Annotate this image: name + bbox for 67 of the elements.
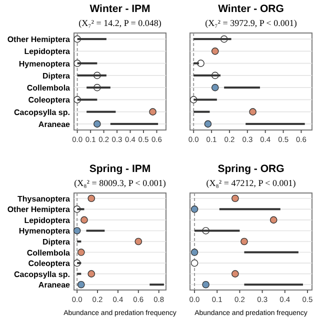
point [134, 238, 142, 246]
y-tick-label: Thysanoptera [18, 194, 71, 204]
point [240, 238, 248, 246]
point [78, 248, 85, 256]
bar [194, 230, 240, 232]
bar [77, 98, 98, 101]
point [190, 248, 198, 256]
point [78, 280, 85, 288]
bar [219, 208, 280, 210]
y-tick-label: Hymenoptera [18, 59, 71, 68]
bar [77, 62, 98, 64]
bar [224, 86, 260, 89]
y-tick-label: Lepidoptera [24, 216, 71, 225]
point [249, 108, 256, 116]
point [197, 60, 204, 67]
bar [77, 272, 82, 275]
bar [246, 122, 305, 125]
bar [244, 251, 298, 254]
y-tick-label: Other Hemiptera [7, 205, 71, 214]
point [232, 194, 239, 202]
bar [150, 284, 164, 286]
chart-title: Spring - IPM [89, 163, 151, 175]
y-tick-label: Hymenoptera [18, 226, 71, 236]
point [190, 259, 198, 267]
bar [110, 122, 158, 125]
y-tick-label: Araneae [38, 280, 71, 290]
bar [77, 240, 82, 242]
y-tick-label: Coleoptera [28, 259, 71, 268]
bar [244, 284, 303, 286]
bar [77, 38, 106, 40]
point [80, 216, 88, 224]
y-tick-label: Cacopsylla sp. [14, 270, 70, 279]
y-tick-label: Other Hemiptera [7, 35, 71, 44]
bar [194, 98, 217, 101]
point [211, 48, 219, 55]
point [232, 270, 239, 278]
chart-title: Spring - ORG [218, 163, 284, 175]
bar [194, 74, 220, 76]
chart-subtitle: (X₈² = 47212, P < 0.001) [206, 178, 296, 188]
bar [86, 230, 105, 232]
point [211, 84, 219, 92]
bar [194, 38, 232, 40]
point [270, 216, 278, 224]
y-tick-label: Cacopsylla sp. [14, 108, 70, 117]
point [88, 194, 96, 202]
y-tick-label: Collembola [26, 84, 71, 93]
point [190, 206, 198, 213]
bar [86, 110, 116, 113]
bar [86, 86, 110, 89]
y-tick-label: Diptera [42, 71, 71, 80]
chart-title: Winter - IPM [90, 3, 151, 15]
y-tick-label: Collembola [26, 248, 71, 258]
chart-subtitle: (X₇² = 14.2, P = 0.048) [78, 18, 162, 28]
point [202, 280, 210, 288]
chart-title: Winter - ORG [218, 3, 284, 15]
chart-subtitle: (X₈² = 8009.3, P < 0.001) [74, 178, 166, 188]
y-tick-label: Lepidoptera [24, 47, 71, 56]
bar [77, 74, 106, 76]
y-tick-label: Araneae [38, 120, 71, 129]
chart-subtitle: (X₇² = 3972.9, P < 0.001) [205, 18, 297, 28]
y-tick-label: Diptera [42, 238, 71, 246]
bar [77, 208, 84, 210]
point [204, 120, 212, 128]
bar [194, 110, 210, 113]
point [88, 270, 96, 278]
point [73, 227, 81, 234]
y-tick-label: Coleoptera [28, 96, 71, 105]
